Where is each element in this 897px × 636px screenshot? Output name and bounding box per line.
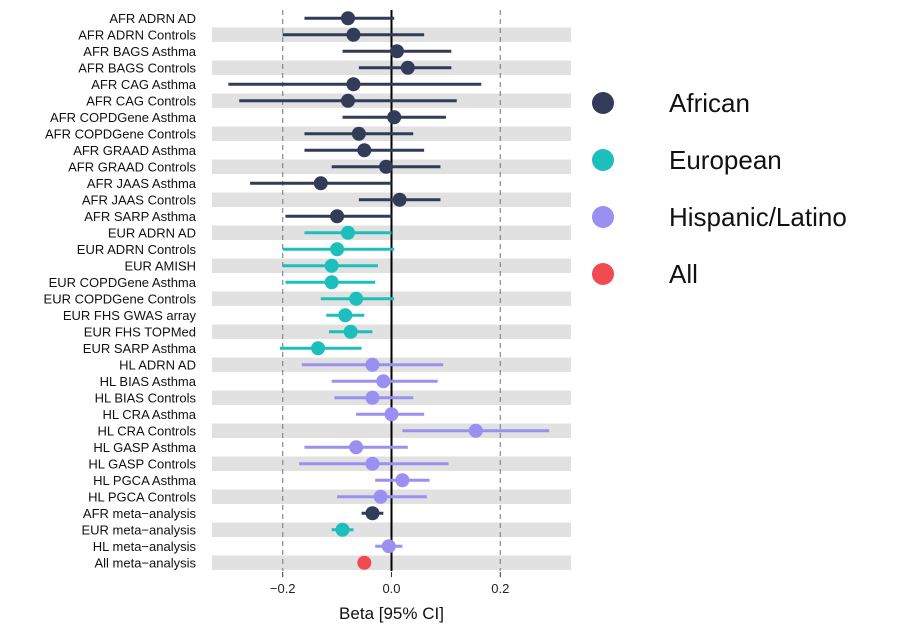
row-label: AFR COPDGene Asthma xyxy=(50,110,197,125)
row-label: HL BIAS Controls xyxy=(95,390,197,405)
estimate-point xyxy=(365,456,380,471)
legend-swatch xyxy=(592,206,614,228)
row-label: HL CRA Asthma xyxy=(103,407,197,422)
estimate-point xyxy=(338,308,353,323)
estimate-point xyxy=(387,110,402,125)
row-label: AFR meta−analysis xyxy=(83,506,197,521)
x-tick-label: −0.2 xyxy=(270,581,296,596)
row-label: HL ADRN AD xyxy=(119,357,196,372)
row-label: AFR ADRN Controls xyxy=(78,27,196,42)
row-label: HL CRA Controls xyxy=(98,423,197,438)
legend-label: All xyxy=(669,259,698,289)
legend-label: European xyxy=(669,145,782,175)
row-label: EUR ADRN Controls xyxy=(77,242,197,257)
legend-swatch xyxy=(592,263,614,285)
estimate-point xyxy=(379,159,394,174)
estimate-point xyxy=(400,60,415,75)
estimate-point xyxy=(330,209,345,224)
estimate-point xyxy=(346,27,361,42)
estimate-point xyxy=(468,423,483,438)
estimate-point xyxy=(376,374,391,389)
estimate-point xyxy=(373,489,388,504)
estimate-point xyxy=(340,93,355,108)
estimate-point xyxy=(313,176,328,191)
estimate-point xyxy=(351,126,366,141)
x-tick-label: 0.2 xyxy=(491,581,509,596)
estimate-point xyxy=(365,390,380,405)
estimate-point xyxy=(324,275,339,290)
row-label: AFR BAGS Asthma xyxy=(83,44,196,59)
estimate-point xyxy=(357,143,372,158)
row-label: EUR SARP Asthma xyxy=(83,341,197,356)
row-label: EUR FHS TOPMed xyxy=(84,324,196,339)
estimate-point xyxy=(311,341,326,356)
estimate-point xyxy=(365,357,380,372)
legend-label: African xyxy=(669,88,750,118)
row-label: EUR ADRN AD xyxy=(108,225,196,240)
row-label: HL PGCA Asthma xyxy=(93,473,197,488)
estimate-point xyxy=(340,11,355,26)
x-axis-title: Beta [95% CI] xyxy=(339,604,444,623)
estimate-point xyxy=(395,473,410,488)
estimate-point xyxy=(365,506,380,521)
row-label: AFR GRAAD Asthma xyxy=(73,143,197,158)
row-label: HL PGCA Controls xyxy=(88,489,196,504)
estimate-point xyxy=(346,77,361,92)
estimate-point xyxy=(330,242,345,257)
row-label: HL GASP Controls xyxy=(88,456,196,471)
x-tick-label: 0.0 xyxy=(382,581,400,596)
legend-swatch xyxy=(592,92,614,114)
estimate-point xyxy=(384,407,399,422)
estimate-point xyxy=(340,225,355,240)
row-label: EUR COPDGene Asthma xyxy=(49,275,197,290)
row-label: HL GASP Asthma xyxy=(93,440,196,455)
estimate-point xyxy=(392,192,407,207)
reference-lines xyxy=(282,10,501,571)
row-label: AFR GRAAD Controls xyxy=(68,159,196,174)
row-label: AFR BAGS Controls xyxy=(78,60,196,75)
estimate-point xyxy=(357,555,372,570)
estimate-point xyxy=(335,522,350,537)
row-label: All meta−analysis xyxy=(94,555,196,570)
row-label: AFR SARP Asthma xyxy=(84,209,197,224)
row-label: AFR ADRN AD xyxy=(109,11,196,26)
legend: African European Hispanic/Latino All xyxy=(592,88,847,289)
legend-label: Hispanic/Latino xyxy=(669,202,847,232)
row-label: EUR FHS GWAS array xyxy=(63,308,197,323)
estimate-point xyxy=(349,291,364,306)
row-label: EUR AMISH xyxy=(124,258,196,273)
row-label: EUR meta−analysis xyxy=(81,522,196,537)
x-axis: −0.2 0.0 0.2 xyxy=(270,572,509,596)
row-label: AFR COPDGene Controls xyxy=(45,126,196,141)
row-label: AFR JAAS Controls xyxy=(82,192,197,207)
row-label: HL BIAS Asthma xyxy=(100,374,197,389)
estimate-point xyxy=(389,44,404,59)
estimate-point xyxy=(381,539,396,554)
row-label: AFR CAG Asthma xyxy=(91,77,197,92)
row-label: EUR COPDGene Controls xyxy=(44,291,197,306)
estimate-point xyxy=(343,324,358,339)
legend-swatch xyxy=(592,149,614,171)
row-label: AFR CAG Controls xyxy=(86,93,196,108)
row-label: HL meta−analysis xyxy=(93,539,197,554)
estimate-point xyxy=(324,258,339,273)
row-label: AFR JAAS Asthma xyxy=(87,176,197,191)
estimate-point xyxy=(349,440,364,455)
